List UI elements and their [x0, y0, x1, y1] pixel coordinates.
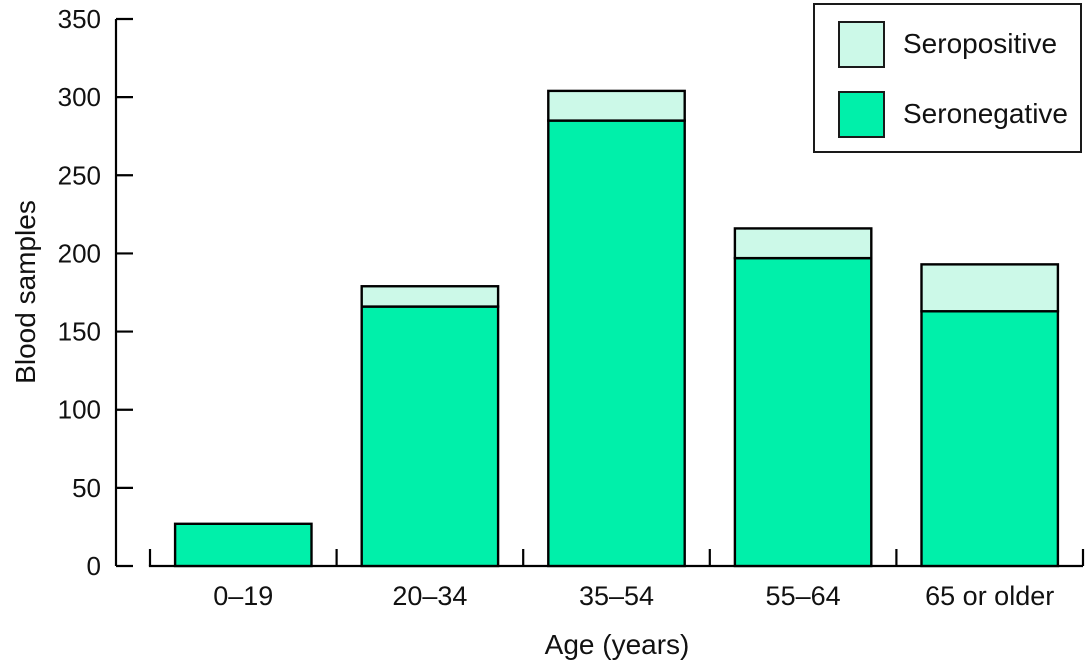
- bar-segment-seronegative-1: [360, 305, 500, 568]
- y-tick-label: 200: [58, 238, 101, 268]
- y-tick-label: 0: [87, 551, 101, 581]
- bar-segment-seropositive-2: [547, 89, 686, 122]
- legend-item-seropositive: Seropositive: [838, 20, 1057, 68]
- x-category-label: 65 or older: [925, 581, 1054, 611]
- bar-segment-seronegative-4: [920, 310, 1060, 568]
- x-category-label: 20–34: [392, 581, 467, 611]
- y-tick-label: 350: [58, 4, 101, 34]
- bar-segment-seronegative-0: [173, 522, 313, 568]
- bar-segment-seropositive-3: [733, 227, 873, 260]
- y-tick-label: 150: [58, 317, 101, 347]
- legend-item-seronegative: Seronegative: [838, 90, 1068, 138]
- bar-segment-seropositive-4: [920, 263, 1060, 313]
- x-category-label: 0–19: [213, 581, 273, 611]
- legend-swatch-seronegative: [838, 90, 885, 138]
- y-tick-label: 50: [72, 473, 101, 503]
- bar-segment-seronegative-2: [547, 119, 686, 568]
- x-category-label: 35–54: [579, 581, 654, 611]
- bar-segment-seropositive-1: [360, 285, 500, 308]
- y-tick-label: 250: [58, 160, 101, 190]
- y-tick-label: 300: [58, 82, 101, 112]
- y-tick-label: 100: [58, 395, 101, 425]
- legend-label: Seronegative: [903, 98, 1069, 129]
- legend-label: Seropositive: [903, 28, 1058, 59]
- x-category-label: 55–64: [766, 581, 841, 611]
- legend: Seropositive Seronegative: [813, 3, 1082, 153]
- x-axis-title: Age (years): [544, 629, 690, 660]
- bar-segment-seronegative-3: [733, 256, 873, 568]
- y-axis-title: Blood samples: [10, 200, 41, 384]
- legend-swatch-seropositive: [838, 20, 885, 68]
